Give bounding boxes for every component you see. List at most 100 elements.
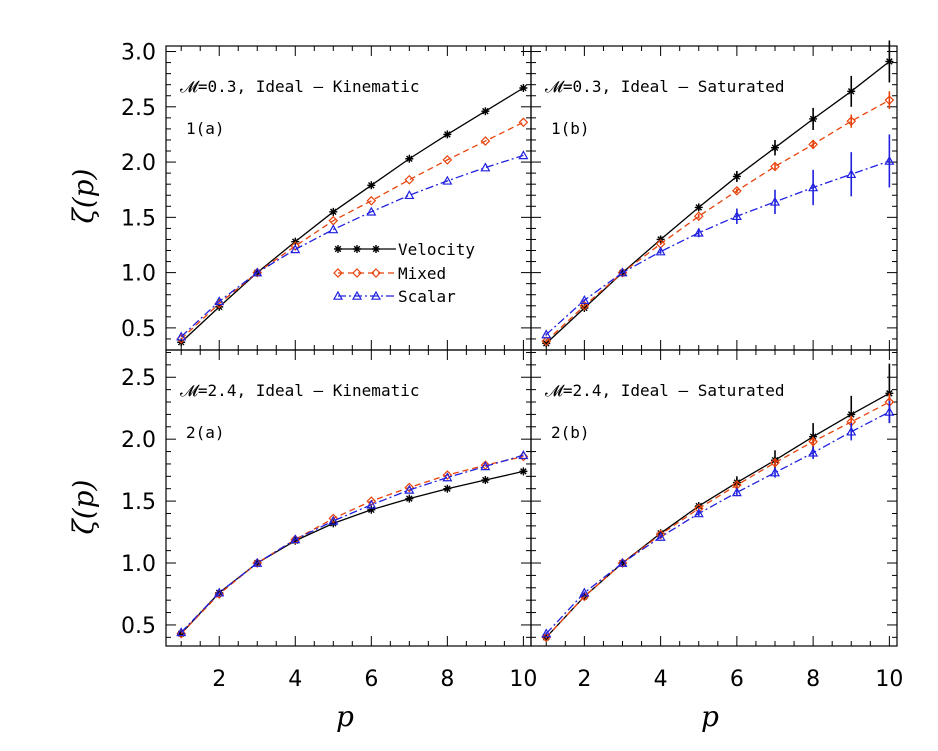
data-point [481, 107, 490, 116]
series-line [545, 99, 890, 342]
legend-entry-velocity: Velocity [334, 240, 475, 259]
data-point [808, 447, 819, 457]
data-point [252, 557, 263, 567]
data-point [404, 174, 415, 185]
y-axis-label-top: ζ(p) [67, 169, 100, 224]
data-point [176, 627, 187, 637]
x-axis-label-left: p [336, 700, 354, 733]
data-point [367, 181, 376, 190]
legend-marker [333, 268, 343, 278]
data-point [404, 482, 415, 493]
series-line [180, 87, 524, 343]
data-point [329, 519, 338, 528]
data-point [731, 211, 742, 221]
data-point [847, 87, 856, 96]
data-point [518, 117, 529, 128]
data-point [214, 587, 225, 597]
data-point [579, 295, 590, 305]
data-point [847, 410, 856, 419]
series-line [180, 470, 524, 635]
data-point [884, 406, 895, 416]
legend-label: Mixed [398, 264, 446, 283]
panel-title: 𝓜=0.3, Ideal – Saturated [545, 77, 784, 96]
data-point [655, 529, 666, 540]
legend-entry-mixed: Mixed [333, 264, 446, 283]
x-axis-label-right: p [701, 700, 719, 733]
x-tick-label: 8 [440, 667, 454, 692]
data-point [731, 487, 742, 497]
data-point [366, 499, 377, 509]
data-point [694, 502, 703, 511]
data-point [579, 587, 590, 597]
data-point [442, 175, 453, 185]
data-point [177, 629, 186, 638]
x-tick-label: 8 [806, 667, 820, 692]
plot-frame [530, 349, 898, 647]
data-point [770, 457, 780, 468]
panel-tag: 1(a) [186, 119, 225, 138]
panel-title: 𝓜=0.3, Ideal – Kinematic [180, 77, 419, 96]
data-point [770, 161, 780, 172]
data-point [618, 559, 627, 568]
data-point [290, 244, 301, 254]
panel-tag: 1(b) [551, 119, 590, 138]
data-point [846, 116, 857, 127]
y-tick-label: 0.5 [121, 614, 156, 639]
legend-marker [371, 268, 381, 278]
data-point [480, 136, 491, 146]
series-mixed [541, 393, 895, 643]
data-point [443, 130, 452, 139]
x-tick-label: 10 [509, 667, 537, 692]
data-point [328, 513, 339, 524]
series-line [545, 60, 890, 344]
data-point [808, 182, 819, 192]
data-point [617, 267, 628, 277]
series-scalar [541, 400, 895, 638]
panel-title: 𝓜=2.4, Ideal – Saturated [545, 381, 784, 400]
data-point [732, 185, 742, 196]
panel-1b: 𝓜=0.3, Ideal – Saturated 1(b) [530, 40, 898, 351]
data-point [884, 155, 895, 165]
x-tick-label: 2 [577, 667, 591, 692]
data-point [405, 494, 414, 503]
data-point [693, 227, 704, 237]
data-point [769, 467, 781, 477]
series-scalar [176, 150, 529, 341]
panels: 0.5 1.0 1.5 2.0 2.5 3.0 𝓜=0.3, Ideal – Kinemat… [121, 40, 903, 692]
data-point [732, 172, 741, 181]
series-line [545, 160, 890, 336]
data-point [480, 162, 491, 172]
data-point [655, 531, 666, 541]
data-point [328, 224, 339, 234]
data-point [518, 450, 529, 460]
y-tick-label: 2.0 [121, 428, 156, 453]
series-mixed [176, 117, 529, 344]
data-point [693, 508, 704, 518]
y-tick-label: 2.5 [121, 96, 156, 121]
panel-title: 𝓜=2.4, Ideal – Kinematic [180, 381, 419, 400]
x-tick-label: 4 [654, 667, 668, 692]
data-point [443, 484, 452, 493]
data-point [481, 476, 490, 485]
series-line [180, 454, 524, 633]
data-point [541, 628, 552, 638]
series-mixed [176, 451, 529, 639]
data-point [808, 139, 818, 150]
series-line [180, 121, 524, 340]
panel-1a: 0.5 1.0 1.5 2.0 2.5 3.0 𝓜=0.3, Ideal – Kinemat… [121, 41, 532, 351]
data-point [214, 296, 225, 306]
data-point [366, 195, 377, 206]
x-tick-label: 6 [364, 667, 378, 692]
data-point [252, 558, 263, 568]
series-velocity [177, 467, 528, 638]
data-point [252, 267, 263, 277]
data-point [580, 303, 589, 312]
series-line [545, 411, 890, 635]
series-scalar [541, 134, 895, 339]
data-point [846, 168, 857, 179]
x-tick-label: 10 [875, 667, 903, 692]
x-tick-label: 6 [730, 667, 744, 692]
data-point [366, 206, 377, 216]
legend-label: Scalar [398, 287, 456, 306]
data-point [518, 150, 529, 160]
